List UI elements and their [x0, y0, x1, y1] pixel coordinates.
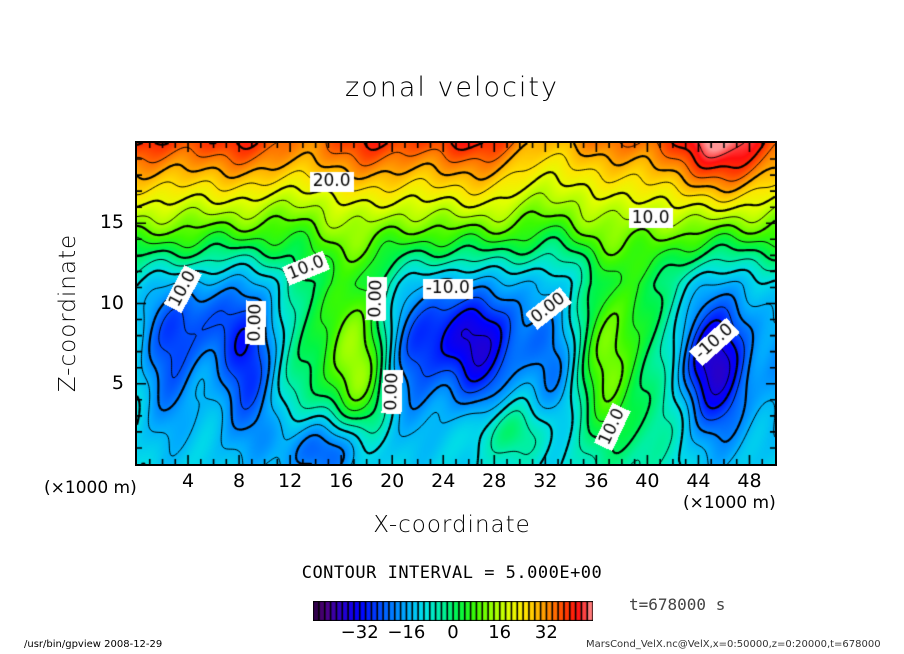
- x-tick-8: 8: [233, 470, 246, 492]
- x-tick-44: 44: [686, 470, 711, 492]
- contour-field-canvas: [137, 143, 775, 464]
- x-tick-20: 20: [380, 470, 405, 492]
- x-tick-16: 16: [329, 470, 354, 492]
- x-axis-units-label: (×1000 m): [683, 493, 776, 513]
- colorbar-tick-32: 32: [534, 622, 558, 643]
- y-tick-5: 5: [111, 371, 124, 394]
- x-tick-28: 28: [482, 470, 507, 492]
- x-tick-12: 12: [278, 470, 303, 492]
- contour-plot-area: [135, 141, 777, 466]
- colorbar-tick-0: 0: [447, 622, 459, 643]
- x-tick-32: 32: [533, 470, 558, 492]
- colorbar-tick--32: −32: [340, 622, 379, 643]
- colorbar-tick--16: −16: [387, 622, 426, 643]
- contour-interval-label: CONTOUR INTERVAL = 5.000E+00: [301, 563, 603, 583]
- footer-command-label: /usr/bin/gpview 2008-12-29: [24, 639, 163, 650]
- x-tick-24: 24: [431, 470, 456, 492]
- page-title: zonal velocity: [345, 72, 559, 103]
- time-label: t=678000 s: [629, 595, 726, 614]
- colorbar: [313, 601, 593, 621]
- y-tick-15: 15: [99, 211, 124, 234]
- y-tick-10: 10: [99, 291, 124, 314]
- x-tick-48: 48: [737, 470, 762, 492]
- colorbar-gradient: [313, 601, 593, 621]
- colorbar-tick-16: 16: [488, 622, 512, 643]
- x-tick-36: 36: [584, 470, 609, 492]
- footer-dataset-label: MarsCond_VelX.nc@VelX,x=0:50000,z=0:2000…: [586, 639, 881, 650]
- z-axis-units-label: (×1000 m): [44, 478, 137, 498]
- colorbar-tick-labels: −32 −16 0 16 32: [283, 622, 623, 644]
- x-tick-4: 4: [181, 470, 195, 492]
- x-axis-title: X-coordinate: [373, 512, 531, 538]
- y-axis-title: Z-coordinate: [55, 233, 81, 393]
- x-tick-40: 40: [635, 470, 660, 492]
